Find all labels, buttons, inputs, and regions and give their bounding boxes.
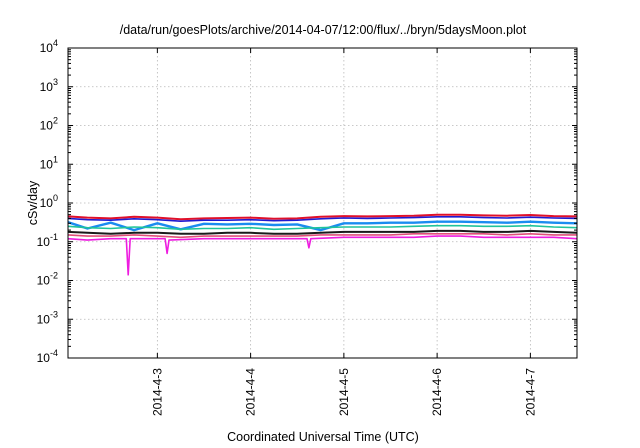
- series-line-1: [67, 213, 578, 221]
- y-tick-label: 101: [40, 154, 58, 171]
- y-axis-label: cSv/day: [26, 180, 40, 225]
- grid: [68, 48, 577, 358]
- series-line-2: [67, 216, 578, 222]
- y-tick-label: 103: [40, 77, 58, 94]
- y-tick-label: 104: [40, 38, 58, 55]
- x-tick-label: 2014-4-3: [150, 368, 164, 416]
- series-line-3: [67, 220, 578, 232]
- y-tick-label: 10-2: [37, 271, 58, 288]
- series-line-5: [67, 229, 578, 235]
- y-tick-label: 10-4: [37, 348, 58, 365]
- series-line-6: [67, 233, 577, 239]
- series-line-7: [67, 235, 578, 276]
- series-line-4: [67, 224, 578, 231]
- x-tick-label: 2014-4-6: [430, 368, 444, 416]
- y-axis: 10-4 10-3 10-2 10-1 100 101 102 103 104: [37, 38, 577, 365]
- y-tick-label: 10-3: [37, 309, 58, 326]
- y-tick-label: 100: [40, 193, 58, 210]
- x-axis-label: Coordinated Universal Time (UTC): [227, 430, 419, 444]
- y-tick-label: 10-1: [37, 232, 58, 249]
- chart-title: /data/run/goesPlots/archive/2014-04-07/1…: [120, 23, 527, 37]
- series-group: [67, 213, 578, 276]
- x-tick-label: 2014-4-4: [244, 368, 258, 416]
- x-tick-label: 2014-4-7: [523, 368, 537, 416]
- x-tick-label: 2014-4-5: [337, 368, 351, 416]
- x-axis: 2014-4-3 2014-4-4 2014-4-5 2014-4-6 2014-4-7: [150, 48, 537, 416]
- y-tick-label: 102: [40, 116, 58, 133]
